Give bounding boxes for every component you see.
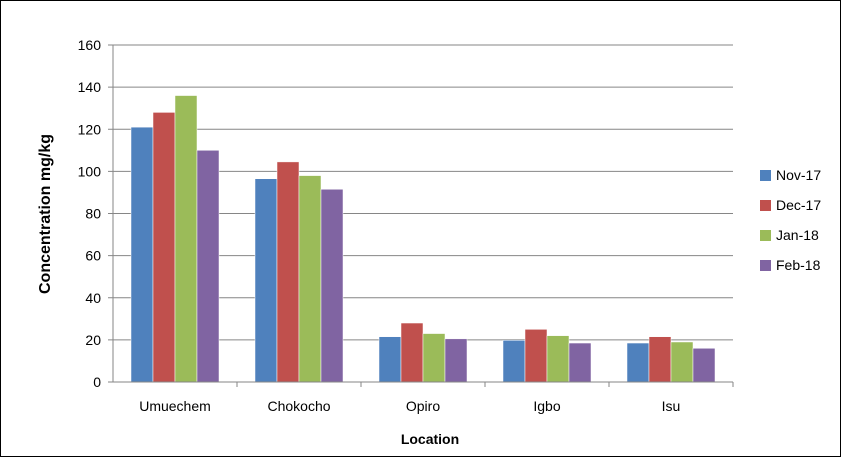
legend-swatch: [760, 260, 771, 271]
y-tick-label: 20: [85, 332, 101, 348]
y-tick-labels: 0 20 40 60 80 100 120 140 160: [78, 37, 102, 390]
y-tick-label: 40: [85, 290, 101, 306]
bar-jan-18-chokocho: [298, 175, 322, 383]
y-tick-label: 80: [85, 206, 101, 222]
legend-swatch: [760, 200, 771, 211]
x-category-label: Igbo: [533, 398, 560, 414]
x-category-label: Opiro: [406, 398, 440, 414]
axes: [108, 44, 734, 387]
bar-feb-18-opiro: [444, 338, 468, 383]
y-tick-label: 0: [93, 374, 101, 390]
y-tick-label: 100: [78, 163, 102, 179]
bar-nov-17-opiro: [378, 336, 402, 383]
legend-swatch: [760, 170, 771, 181]
x-axis-label: Location: [401, 431, 459, 447]
bar-jan-18-isu: [670, 341, 694, 383]
legend-label: Jan-18: [776, 227, 819, 243]
bar-dec-17-opiro: [400, 322, 424, 383]
legend-swatch: [760, 230, 771, 241]
legend-label: Nov-17: [776, 167, 821, 183]
y-tick-label: 140: [78, 79, 102, 95]
bar-jan-18-opiro: [422, 333, 446, 383]
bar-dec-17-igbo: [524, 329, 548, 383]
bar-feb-18-isu: [692, 348, 716, 383]
bar-nov-17-igbo: [502, 340, 526, 383]
bar-jan-18-igbo: [546, 335, 570, 383]
legend: Nov-17 Dec-17 Jan-18 Feb-18: [760, 167, 821, 273]
bar-dec-17-chokocho: [276, 161, 300, 383]
y-tick-label: 60: [85, 248, 101, 264]
y-tick-label: 120: [78, 121, 102, 137]
bar-nov-17-chokocho: [254, 178, 278, 383]
bar-dec-17-isu: [648, 336, 672, 383]
bar-feb-18-igbo: [568, 342, 592, 383]
bar-feb-18-chokocho: [320, 189, 344, 383]
x-category-label: Umuechem: [139, 398, 211, 414]
x-category-label: Isu: [662, 398, 681, 414]
bar-dec-17-umuechem: [152, 112, 176, 383]
bar-jan-18-umuechem: [174, 95, 198, 383]
bar-nov-17-isu: [626, 342, 650, 383]
bar-feb-18-umuechem: [196, 150, 220, 383]
legend-label: Dec-17: [776, 197, 821, 213]
bar-nov-17-umuechem: [130, 126, 154, 383]
y-tick-label: 160: [78, 37, 102, 53]
legend-label: Feb-18: [776, 257, 821, 273]
x-category-label: Chokocho: [267, 398, 330, 414]
y-axis-label: Concentration mg/kg: [37, 134, 54, 294]
x-category-labels: Umuechem Chokocho Opiro Igbo Isu: [139, 398, 680, 414]
